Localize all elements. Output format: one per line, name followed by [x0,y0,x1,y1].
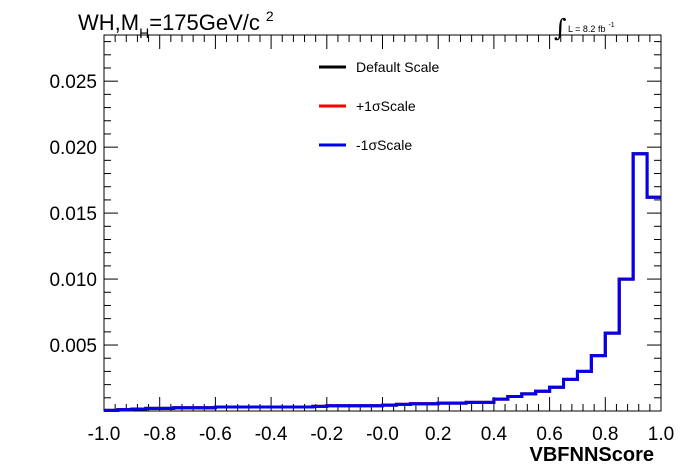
x-tick-label: -0.8 [143,424,176,445]
x-tick-label: 0.8 [592,424,618,445]
series-line [104,152,661,412]
legend: Default Scale +1σScale -1σScale [319,59,439,153]
lumi-label: L = 8.2 fb -1 [568,22,615,34]
y-tick-label: 0.005 [49,336,97,357]
legend-label: +1σScale [356,98,416,114]
x-tick-label: -0.2 [310,424,343,445]
x-tick-label: 1.0 [648,424,674,445]
title-subscript: H [139,25,149,41]
x-tick-label: -0.6 [199,424,232,445]
x-tick-label: -0.0 [366,424,399,445]
lumi-superscript: -1 [608,22,614,29]
histogram-series [104,152,661,412]
y-tick-label: 0.020 [49,138,97,159]
tick-labels: -1.0 -0.8 -0.6 -0.4 -0.2 -0.0 0.2 0.4 0.6 0.8 1.0 0… [49,72,674,445]
x-tick-label: 0.4 [481,424,508,445]
title-suffix: =175GeV/c [149,10,260,35]
legend-label: Default Scale [356,59,439,75]
x-tick-label: 0.2 [425,424,451,445]
x-tick-label: -0.4 [255,424,288,445]
title-prefix: WH,M [78,10,139,35]
x-tick-label: -1.0 [88,424,121,445]
lumi-text: L = 8.2 fb [568,24,605,34]
x-tick-label: 0.6 [536,424,562,445]
y-tick-label: 0.015 [49,204,97,225]
plot-frame [103,34,662,412]
y-tick-label: 0.010 [49,270,97,291]
y-tick-label: 0.025 [49,72,97,93]
lumi-integral: ∫ [554,14,567,42]
chart-title: WH,MH=175GeV/c 2 [78,8,274,41]
x-axis-label: VBFNNScore [530,444,654,466]
legend-label: -1σScale [356,137,412,153]
title-superscript: 2 [266,8,274,24]
